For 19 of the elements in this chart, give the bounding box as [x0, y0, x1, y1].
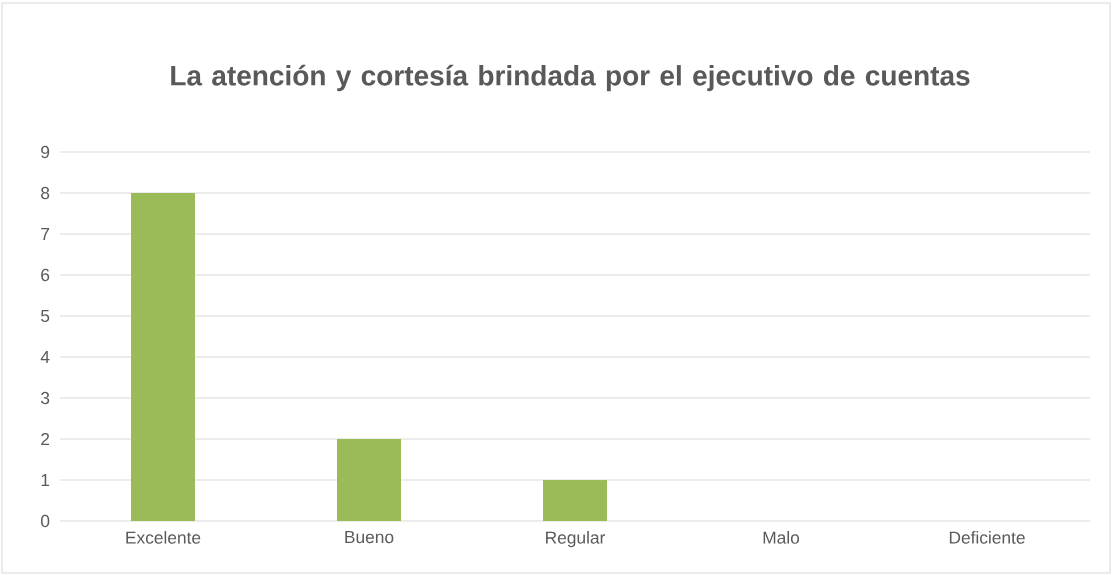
bar	[337, 439, 401, 521]
y-tick-label: 5	[41, 309, 50, 323]
y-tick-label: 7	[41, 228, 50, 240]
y-tick-label: 6	[41, 268, 50, 282]
y-tick-label: 2	[41, 432, 50, 446]
x-tick-label: Malo	[763, 531, 800, 544]
x-tick-label: Regular	[546, 531, 606, 548]
chart-title: La atención y cortesía brindada por el ejecutivo de cuentas	[171, 64, 970, 92]
x-tick-label: Deficiente	[949, 531, 1025, 544]
bar	[543, 480, 608, 521]
bar	[131, 193, 195, 521]
y-tick-label: 0	[40, 514, 50, 528]
y-tick-label: 8	[41, 186, 50, 200]
y-tick-label: 9	[41, 145, 50, 159]
x-tick-label: Excelente	[126, 531, 201, 544]
y-tick-label: 1	[41, 474, 50, 486]
x-tick-label: Bueno	[345, 531, 394, 544]
y-tick-label: 4	[40, 351, 50, 363]
y-tick-label: 3	[40, 391, 50, 405]
